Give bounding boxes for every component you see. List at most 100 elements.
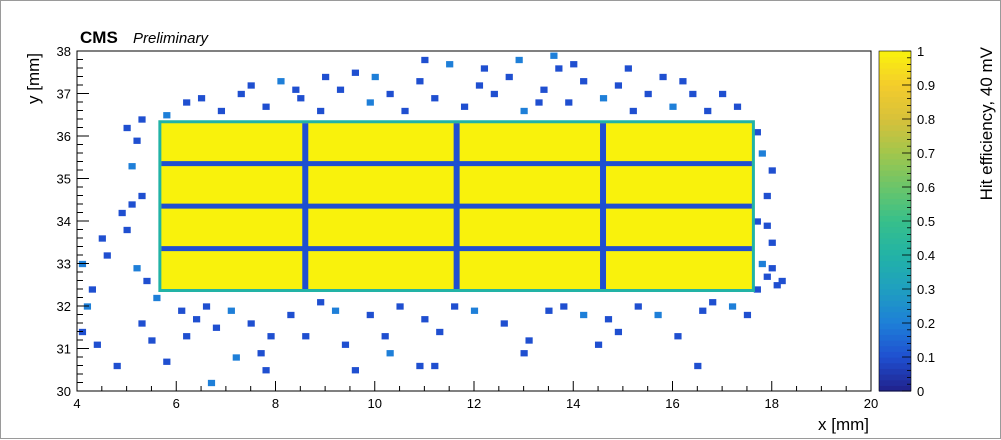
scatter-point (148, 337, 156, 344)
scatter-point (123, 226, 131, 234)
scatter-point (768, 167, 776, 174)
y-tick-label: 30 (57, 384, 71, 399)
scatter-point (520, 107, 528, 115)
scatter-point (629, 107, 637, 115)
scatter-point (421, 316, 429, 323)
colorbar-band (879, 124, 911, 131)
scatter-point (138, 320, 146, 327)
z-tick-label: 0.1 (917, 350, 935, 365)
y-tick-label: 31 (57, 342, 71, 357)
scatter-point (460, 103, 469, 110)
scatter-point (753, 129, 761, 136)
scatter-point (103, 252, 111, 259)
colorbar-band (879, 119, 911, 126)
colorbar-band (879, 357, 911, 364)
z-tick-label: 0.8 (917, 112, 935, 127)
colorbar-band (879, 130, 911, 137)
z-tick-label: 0.4 (917, 248, 935, 263)
x-tick-label: 16 (665, 396, 679, 411)
z-tick-label: 1 (917, 44, 924, 59)
colorbar-band (879, 362, 911, 369)
scatter-point (594, 341, 603, 348)
scatter-point (336, 86, 345, 93)
scatter-point (570, 61, 578, 68)
scatter-point (763, 192, 771, 200)
scatter-point (679, 78, 687, 85)
colorbar-band (879, 334, 911, 341)
colorbar-band (879, 289, 911, 296)
colorbar-band (879, 283, 911, 290)
cms-label: CMS (80, 28, 118, 47)
colorbar-band (879, 85, 911, 92)
scatter-point (202, 303, 211, 310)
scatter-point (490, 90, 498, 98)
z-tick-label: 0.3 (917, 282, 935, 297)
scatter-point (728, 303, 737, 310)
scatter-point (470, 307, 479, 314)
scatter-point (341, 341, 350, 348)
scatter-point (183, 333, 191, 340)
colorbar-band (879, 300, 911, 307)
y-tick-label: 35 (57, 172, 71, 187)
scatter-point (515, 56, 523, 64)
colorbar-band (879, 175, 911, 182)
scatter-point (709, 299, 717, 306)
scatter-point (287, 311, 295, 319)
scatter-point (381, 333, 389, 340)
scatter-point (217, 107, 226, 115)
row-gap (161, 161, 752, 167)
scatter-point (262, 103, 270, 110)
colorbar-band (879, 243, 911, 250)
colorbar (878, 50, 912, 392)
scatter-point (654, 311, 662, 319)
scatter-point (431, 95, 439, 102)
scatter-point (773, 282, 781, 289)
scatter-point (778, 277, 786, 285)
scatter-point (317, 299, 325, 306)
scatter-point (297, 95, 305, 102)
scatter-point (153, 294, 161, 302)
scatter-point (520, 350, 528, 357)
scatter-point (366, 99, 374, 106)
scatter-point (644, 90, 652, 98)
scatter-point (351, 69, 360, 76)
scatter-point (128, 201, 136, 208)
scatter-point (560, 303, 568, 310)
colorbar-band (879, 266, 911, 273)
scatter-point (366, 311, 374, 319)
scatter-point (719, 90, 727, 98)
scatter-point (480, 65, 489, 72)
scatter-point (699, 307, 707, 314)
scatter-point (98, 235, 106, 242)
scatter-point (768, 265, 776, 272)
colorbar-band (879, 62, 911, 69)
colorbar-band (879, 277, 911, 284)
scatter-point (555, 65, 563, 72)
colorbar-band (879, 198, 911, 205)
y-axis-label: y [mm] (24, 53, 43, 104)
scatter-point (267, 333, 275, 340)
scatter-point (247, 82, 255, 89)
x-tick-label: 14 (566, 396, 580, 411)
z-tick-label: 0.2 (917, 316, 935, 331)
scatter-point (386, 90, 394, 98)
colorbar-band (879, 317, 911, 324)
x-tick-label: 6 (173, 396, 180, 411)
scatter-point (401, 107, 409, 115)
scatter-point (138, 192, 146, 200)
z-tick-label: 0 (917, 384, 924, 399)
colorbar-band (879, 136, 911, 143)
colorbar-ticks: 0 0.1 0.2 0.3 0.4 0.5 0.6 0.7 0.8 0.9 1 (902, 44, 935, 399)
colorbar-band (879, 113, 911, 120)
row-gap (161, 246, 752, 252)
colorbar-band (879, 187, 911, 194)
scatter-point (669, 103, 677, 110)
scatter-point (733, 103, 742, 110)
scatter-point (178, 307, 186, 314)
scatter-point (123, 124, 131, 132)
colorbar-band (879, 255, 911, 262)
colorbar-band (879, 141, 911, 148)
colorbar-band (879, 368, 911, 375)
z-tick-label: 0.5 (917, 214, 935, 229)
